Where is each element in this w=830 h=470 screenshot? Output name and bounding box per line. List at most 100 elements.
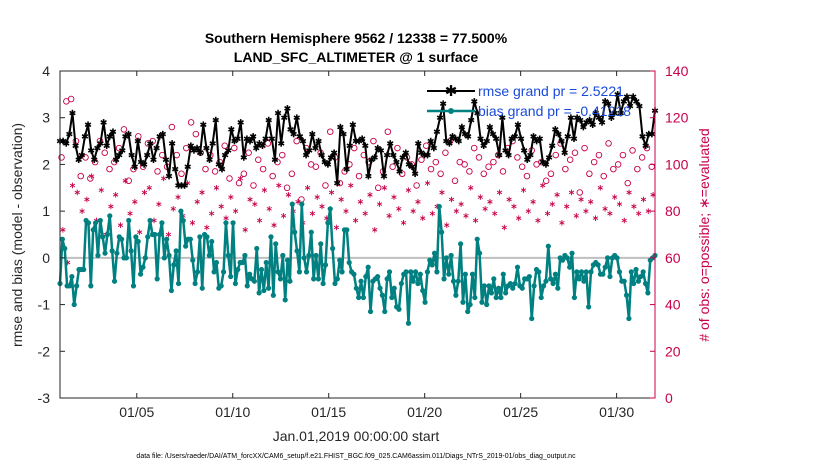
bias-point: [410, 278, 416, 284]
rmse-point: [343, 165, 350, 173]
bias-point: [476, 250, 483, 256]
bias-point: [337, 257, 343, 263]
possible-count-point: [67, 95, 75, 103]
bias-point: [450, 278, 457, 284]
bias-point: [344, 227, 350, 233]
y-tick-right-label: 120: [665, 110, 689, 126]
bias-point: [488, 290, 495, 296]
y-axis-left-label: rmse and bias (model - observation): [9, 123, 25, 347]
rmse-point: [502, 147, 509, 154]
y-tick-left-label: -1: [38, 297, 51, 313]
rmse-point: [371, 154, 378, 161]
possible-count-point: [499, 168, 507, 175]
bias-point: [555, 285, 561, 291]
rmse-point: [134, 137, 142, 145]
y-tick-left-label: 3: [42, 110, 50, 126]
y-tick-left-label: 0: [42, 250, 50, 266]
possible-count-point: [192, 130, 200, 138]
rmse-point: [315, 137, 322, 145]
rmse-point: [424, 151, 431, 159]
bias-point: [429, 262, 435, 268]
rmse-point: [455, 137, 463, 145]
bias-point: [92, 220, 99, 226]
rmse-point: [147, 140, 154, 147]
bias-point: [389, 294, 395, 301]
possible-count-point: [255, 156, 262, 164]
bias-point: [552, 271, 559, 277]
legend-bias-label: bias grand pr = -0.41218: [478, 103, 631, 119]
bias-point: [315, 276, 321, 282]
bias-point: [130, 283, 137, 289]
bias-point: [569, 250, 575, 256]
bias-point: [311, 276, 317, 282]
possible-count-point: [451, 177, 459, 185]
bias-point: [638, 273, 644, 280]
evaluated-count-point: [113, 191, 119, 198]
y-tick-left-label: -2: [38, 343, 51, 359]
rmse-point: [91, 156, 98, 164]
bias-point: [356, 294, 362, 301]
evaluated-count-point: [444, 222, 450, 228]
rmse-point: [393, 158, 400, 166]
rmse-point: [324, 161, 332, 168]
evaluated-count-point: [372, 227, 378, 233]
rmse-point: [377, 147, 385, 154]
possible-count-point: [168, 123, 176, 131]
evaluated-count-point: [285, 191, 292, 198]
rmse-point: [66, 130, 73, 138]
evaluated-count-point: [89, 173, 95, 179]
bias-point: [204, 234, 210, 240]
bias-point: [109, 248, 115, 254]
rmse-point: [330, 149, 338, 157]
rmse-point: [162, 156, 170, 164]
possible-count-point: [221, 142, 228, 149]
bias-point: [244, 283, 250, 289]
bias-point: [626, 315, 632, 322]
rmse-point: [483, 137, 491, 145]
bias-point: [166, 252, 172, 259]
rmse-point: [536, 135, 543, 143]
rmse-point: [648, 130, 656, 138]
evaluated-count-point: [98, 187, 104, 193]
rmse-point: [576, 116, 584, 124]
possible-count-point: [610, 165, 617, 173]
bias-point: [62, 245, 68, 252]
bias-point: [133, 234, 139, 240]
bias-point: [209, 238, 215, 245]
bias-point: [583, 269, 589, 275]
bias-point: [578, 269, 585, 275]
bias-point: [472, 294, 478, 301]
possible-count-point: [595, 151, 603, 159]
rmse-point: [299, 137, 307, 145]
evaluated-count-point: [448, 196, 455, 203]
evaluated-count-point: [362, 210, 368, 217]
bias-point: [498, 294, 504, 301]
bias-point: [239, 259, 246, 266]
possible-count-point: [211, 168, 219, 175]
bias-point: [320, 280, 326, 287]
possible-count-point: [293, 137, 300, 145]
evaluated-count-point: [612, 194, 618, 200]
evaluated-count-point: [343, 208, 349, 214]
rmse-point: [626, 102, 634, 110]
rmse-point: [505, 151, 512, 159]
rmse-point: [265, 116, 272, 124]
possible-count-point: [384, 128, 392, 135]
possible-count-point: [413, 182, 420, 189]
rmse-point: [262, 135, 269, 143]
evaluated-count-point: [213, 184, 220, 191]
evaluated-count-point: [626, 189, 632, 196]
bias-point: [469, 271, 476, 277]
rmse-point: [274, 109, 282, 117]
evaluated-count-point: [256, 217, 263, 224]
evaluated-count-point: [602, 206, 608, 212]
rmse-point: [309, 130, 316, 138]
bias-point: [375, 273, 381, 280]
evaluated-count-point: [592, 215, 599, 221]
bias-point: [81, 266, 87, 273]
evaluated-count-point: [645, 208, 651, 214]
legend-bias-marker: [448, 108, 454, 114]
bias-point: [386, 269, 393, 275]
rmse-point: [72, 142, 79, 150]
